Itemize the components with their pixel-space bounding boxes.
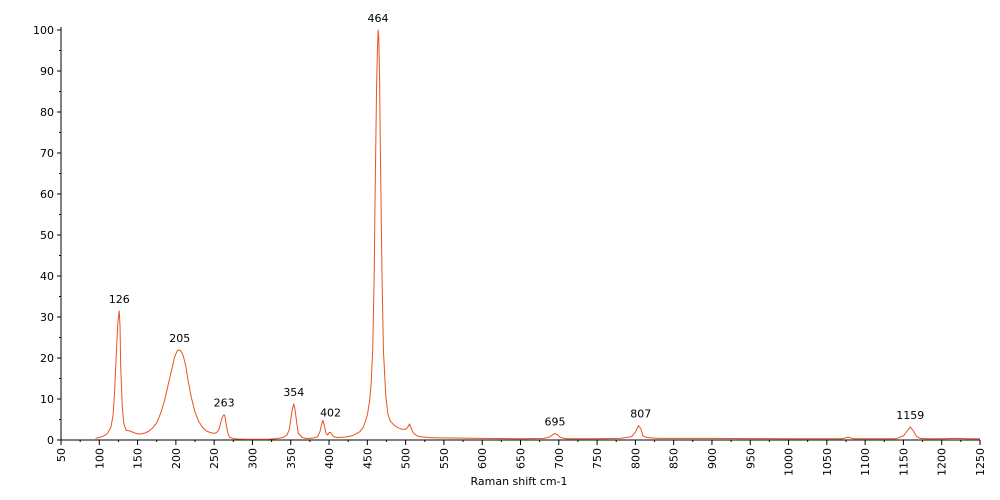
x-tick-label: 100 <box>93 448 106 469</box>
y-tick-label: 80 <box>40 106 54 119</box>
peak-label: 807 <box>630 408 651 421</box>
x-axis-title: Raman shift cm-1 <box>470 475 567 488</box>
x-tick-label: 800 <box>629 448 642 469</box>
spectrum-line <box>95 29 980 440</box>
peak-label: 402 <box>320 406 341 419</box>
y-tick-label: 10 <box>40 393 54 406</box>
peak-label: 464 <box>368 12 389 25</box>
x-tick-label: 150 <box>132 448 145 469</box>
peak-label: 1159 <box>896 409 924 422</box>
x-tick-label: 500 <box>400 448 413 469</box>
chart-axes: 0 10 20 30 40 50 60 70 80 90 100 50 100 150 200 250 300 3… <box>33 24 987 476</box>
peak-label: 695 <box>544 415 565 428</box>
x-tick-label: 1150 <box>897 448 910 476</box>
y-tick-label: 40 <box>40 270 54 283</box>
x-tick-label: 950 <box>744 448 757 469</box>
x-tick-label: 600 <box>476 448 489 469</box>
x-tick-label: 550 <box>438 448 451 469</box>
x-tick-label: 1100 <box>859 448 872 476</box>
y-tick-label: 50 <box>40 229 54 242</box>
x-tick-label: 700 <box>553 448 566 469</box>
x-tick-label: 400 <box>323 448 336 469</box>
y-tick-label: 100 <box>33 24 54 37</box>
x-tick-label: 1050 <box>821 448 834 476</box>
peak-label: 126 <box>109 293 130 306</box>
x-tick-label: 300 <box>246 448 259 469</box>
x-tick-label: 1200 <box>936 448 949 476</box>
x-tick-label: 850 <box>668 448 681 469</box>
y-tick-label: 30 <box>40 311 54 324</box>
y-tick-label: 0 <box>47 434 54 447</box>
x-tick-label: 1000 <box>783 448 796 476</box>
x-tick-label: 750 <box>591 448 604 469</box>
x-tick-label: 900 <box>706 448 719 469</box>
peak-label: 205 <box>169 332 190 345</box>
x-tick-label: 450 <box>361 448 374 469</box>
peak-labels-layer: 126 205 263 354 402 464 695 807 1159 <box>109 12 925 428</box>
y-tick-label: 60 <box>40 188 54 201</box>
y-tick-label: 90 <box>40 65 54 78</box>
y-tick-label: 70 <box>40 147 54 160</box>
peak-label: 263 <box>214 397 235 410</box>
peak-label: 354 <box>283 386 304 399</box>
series-layer <box>95 29 980 440</box>
y-tick-label: 20 <box>40 352 54 365</box>
x-tick-label: 350 <box>285 448 298 469</box>
x-tick-label: 250 <box>208 448 221 469</box>
x-tick-label: 200 <box>170 448 183 469</box>
x-tick-label: 650 <box>515 448 528 469</box>
x-tick-label: 50 <box>55 448 68 462</box>
x-tick-label: 1250 <box>974 448 987 476</box>
